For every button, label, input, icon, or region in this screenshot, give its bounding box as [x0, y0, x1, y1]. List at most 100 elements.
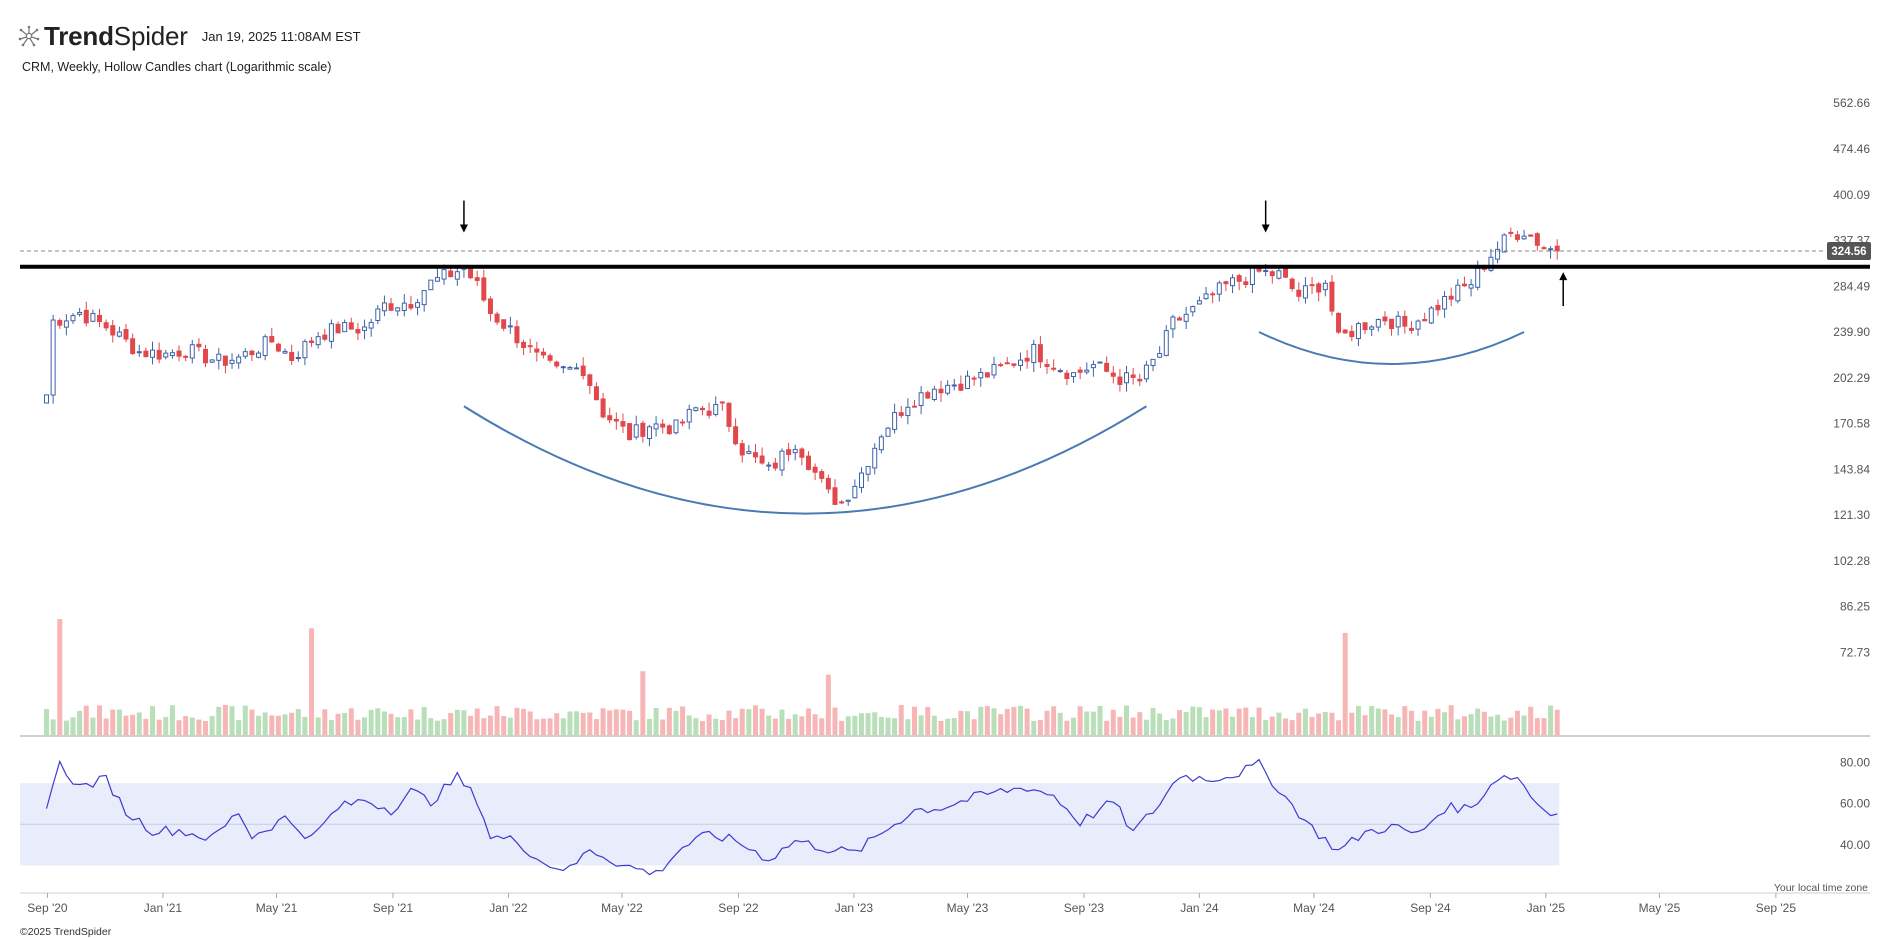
- volume-bar: [136, 712, 142, 735]
- volume-bar: [560, 718, 566, 735]
- timezone-note[interactable]: Your local time zone: [1773, 882, 1868, 894]
- candle-body: [1355, 323, 1361, 340]
- candle-body: [1296, 289, 1302, 297]
- candle-body: [567, 366, 573, 370]
- volume-bar: [1382, 709, 1388, 735]
- annotations: 324.56: [20, 200, 1871, 515]
- candle-body: [706, 410, 712, 416]
- volume-bar: [633, 720, 639, 735]
- candle-body: [905, 406, 911, 417]
- volume-bar: [474, 708, 480, 735]
- candle-body: [978, 371, 984, 379]
- volume-bar: [567, 711, 573, 735]
- volume-bar: [587, 712, 593, 735]
- volume-bar: [216, 706, 222, 735]
- volume-bar: [1428, 716, 1434, 735]
- volume-bar: [1402, 706, 1408, 735]
- volume-bar: [521, 708, 527, 735]
- volume-bar: [1528, 706, 1534, 735]
- volume-bar: [1230, 716, 1236, 735]
- price-tick-label: 86.25: [1840, 600, 1870, 614]
- candle-body: [1289, 278, 1295, 290]
- candle-body: [1044, 363, 1050, 368]
- x-tick-label: Jan '21: [144, 901, 183, 915]
- candle-body: [852, 485, 858, 499]
- candle-body: [1130, 374, 1136, 378]
- volume-bar: [381, 711, 387, 735]
- candle-body: [242, 351, 248, 357]
- candle-body: [1018, 359, 1024, 366]
- volume-bar: [57, 619, 63, 735]
- candle-body: [50, 319, 56, 396]
- volume-bar: [90, 717, 96, 735]
- volume-bar: [752, 705, 758, 735]
- candle-body: [77, 311, 83, 315]
- candle-body: [176, 350, 182, 357]
- volume-bar: [1408, 710, 1414, 735]
- volume-bar: [892, 718, 898, 735]
- volume-bar: [123, 715, 129, 735]
- volume-bar: [1276, 712, 1282, 735]
- candle-body: [666, 425, 672, 435]
- volume-bar: [501, 715, 507, 735]
- candle-body: [262, 336, 268, 357]
- x-tick-label: May '21: [256, 901, 298, 915]
- candle-body: [945, 384, 951, 394]
- candle-body: [540, 351, 546, 356]
- volume-bar: [269, 715, 275, 735]
- volume-bar: [150, 706, 156, 735]
- volume-bar: [116, 709, 122, 735]
- volume-bar: [534, 719, 540, 735]
- candle-body: [441, 269, 447, 280]
- axes: 562.66 474.46 400.09 337.37 284.49 239.90 202.…: [27, 96, 1870, 915]
- volume-bar: [620, 709, 626, 735]
- candle-body: [1302, 285, 1308, 299]
- candle-body: [825, 477, 831, 490]
- volume-bar: [348, 708, 354, 735]
- volume-bar: [1190, 706, 1196, 735]
- volume-bar: [461, 710, 467, 735]
- volume-bar: [1110, 709, 1116, 735]
- candle-body: [507, 325, 513, 328]
- volume-bar: [388, 713, 394, 735]
- candle-body: [1548, 248, 1554, 251]
- volume-bar: [918, 715, 924, 735]
- volume-bar: [1124, 705, 1130, 735]
- last-price-label: 324.56: [1831, 246, 1866, 258]
- candle-body: [984, 372, 990, 378]
- volume-bar: [739, 708, 745, 735]
- volume-bar: [660, 719, 666, 735]
- volume-bar: [527, 711, 533, 735]
- candle-body: [872, 447, 878, 469]
- candle-body: [938, 388, 944, 394]
- candle-body: [713, 404, 719, 415]
- candle-body: [1322, 282, 1328, 291]
- candle-body: [514, 326, 520, 344]
- candle-body: [772, 462, 778, 469]
- candle-body: [1150, 358, 1156, 367]
- candle-body: [746, 450, 752, 454]
- x-tick-label: Sep '25: [1756, 901, 1797, 915]
- candle-body: [388, 303, 394, 311]
- candle-body: [1084, 369, 1090, 373]
- rsi-tick-label: 60.00: [1840, 797, 1870, 811]
- volume-bar: [1501, 720, 1507, 735]
- price-tick-label: 102.28: [1833, 554, 1870, 568]
- rsi-tick-label: 40.00: [1840, 838, 1870, 852]
- volume-bar: [249, 709, 255, 735]
- candle-body: [348, 322, 354, 330]
- candle-body: [362, 326, 368, 331]
- x-tick-label: Jan '22: [489, 901, 528, 915]
- candle-body: [196, 343, 202, 348]
- volume-bar: [1097, 705, 1103, 735]
- candle-body: [786, 449, 792, 456]
- volume-bar: [978, 706, 984, 735]
- arrow-up-icon: [1559, 272, 1568, 281]
- candle-body: [858, 472, 864, 489]
- trendspider-logo[interactable]: TrendSpider: [18, 21, 188, 52]
- volume-bar: [706, 714, 712, 735]
- rsi-tick-label: 80.00: [1840, 756, 1870, 770]
- candle-body: [693, 407, 699, 412]
- candle-body: [434, 277, 440, 282]
